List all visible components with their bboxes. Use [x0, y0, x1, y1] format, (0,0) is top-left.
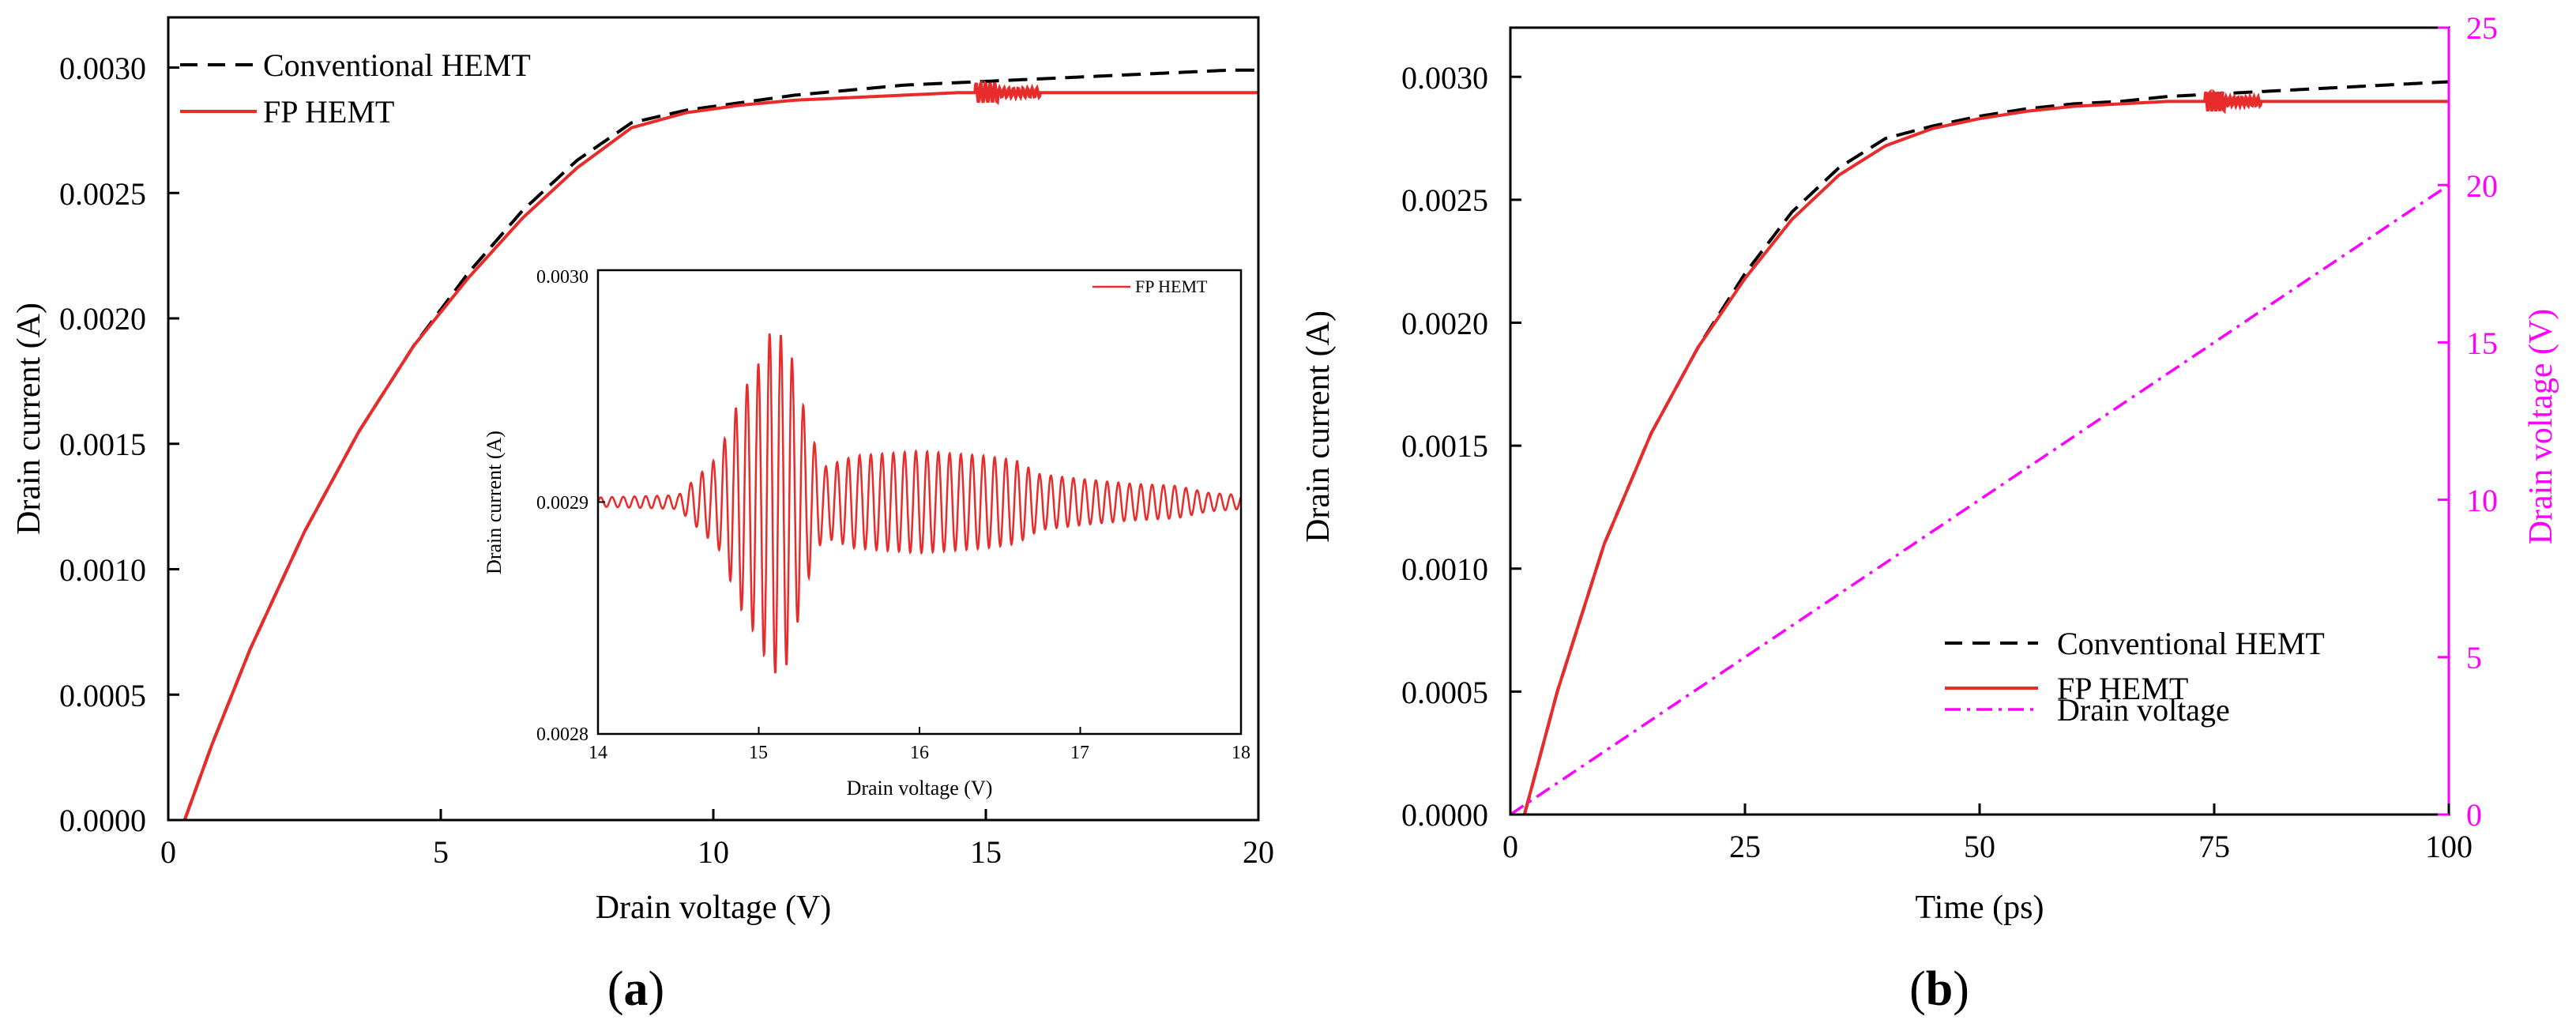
panel-b-label-letter: b — [1926, 962, 1953, 1016]
panel-b-ytick: 0.0010 — [1401, 551, 1488, 587]
panel-a-series — [182, 68, 1258, 821]
panel-a-xtick: 0 — [160, 834, 176, 870]
panel-a-ticks — [167, 66, 1260, 822]
panel-b-label: (b) — [1909, 962, 1969, 1016]
inset-ytick: 0.0030 — [536, 267, 589, 288]
panel-b-y2tick: 15 — [2466, 325, 2498, 361]
panel-b-xtick: 100 — [2425, 829, 2473, 864]
panel-b-xtick: 50 — [1964, 829, 1995, 864]
panel-b-ytick: 0.0025 — [1401, 182, 1488, 218]
panel-b-xtick: 0 — [1502, 829, 1518, 864]
inset-xlabel: Drain voltage (V) — [847, 777, 993, 800]
panel-b-xlabel: Time (ps) — [1916, 890, 2044, 926]
panel-b-y2label: Drain voltage (V) — [2523, 309, 2559, 545]
panel-a-label-letter: a — [624, 962, 649, 1016]
panel-a-ytick: 0.0010 — [59, 552, 146, 588]
panel-b-legend-label-fp: FP HEMT — [2057, 671, 2188, 706]
panel-b-line-fp — [1522, 88, 2449, 815]
panel-a-xtick: 10 — [698, 834, 729, 870]
panel-a-ytick: 0.0030 — [59, 51, 146, 86]
panel-b-y2tick: 25 — [2466, 10, 2498, 46]
panel-a-ytick: 0.0020 — [59, 301, 146, 337]
inset-xtick: 17 — [1070, 743, 1089, 763]
panel-b-ytick: 0.0000 — [1401, 797, 1488, 833]
inset-ylabel: Drain current (A) — [483, 431, 506, 574]
panel-b-series — [1509, 80, 2450, 816]
inset-line-fp — [596, 333, 1243, 674]
inset-xtick: 18 — [1232, 743, 1250, 763]
panel-a-xtick: 20 — [1243, 834, 1274, 870]
panel-b-legend-label-conventional: Conventional HEMT — [2057, 626, 2325, 661]
panel-b-y2tick: 20 — [2466, 168, 2498, 204]
panel-b: 0.0000 0.0005 0.0010 0.0015 0.0020 0.002… — [1300, 10, 2559, 1016]
panel-b-legend: Conventional HEMT FP HEMT Drain voltage — [1945, 626, 2325, 728]
inset-xtick: 15 — [749, 743, 768, 763]
panel-a-ytick: 0.0025 — [59, 176, 146, 212]
panel-a-line-fp — [182, 80, 1258, 821]
inset-ytick: 0.0029 — [536, 493, 589, 514]
panel-a-label: (a) — [607, 962, 664, 1016]
panel-a-legend-label-conventional: Conventional HEMT — [263, 47, 531, 83]
panel-b-xtick: 75 — [2198, 829, 2230, 864]
panel-b-y2tick: 10 — [2466, 483, 2498, 518]
panel-a: 0.0000 0.0005 0.0010 0.0015 0.0020 0.002… — [11, 16, 1274, 1016]
panel-a-ytick: 0.0005 — [59, 678, 146, 713]
inset-legend-label-fp: FP HEMT — [1135, 277, 1208, 296]
panel-a-xtick: 5 — [433, 834, 449, 870]
panel-b-ytick: 0.0020 — [1401, 306, 1488, 341]
inset-xtick: 16 — [910, 743, 929, 763]
panel-b-ytick: 0.0030 — [1401, 60, 1488, 96]
inset-xtick: 14 — [589, 743, 607, 763]
panel-b-y2tick: 5 — [2466, 640, 2482, 675]
panel-b-legend-label-voltage: Drain voltage — [2057, 692, 2230, 728]
panel-b-ytick: 0.0015 — [1401, 428, 1488, 464]
panel-b-ylabel: Drain current (A) — [1300, 310, 1337, 543]
panel-b-ticks — [1509, 26, 2450, 816]
panel-a-xlabel: Drain voltage (V) — [596, 890, 832, 926]
panel-a-ytick: 0.0015 — [59, 427, 146, 462]
panel-b-y2tick: 0 — [2466, 797, 2482, 833]
panel-b-ytick: 0.0005 — [1401, 675, 1488, 710]
panel-a-ytick: 0.0000 — [59, 803, 146, 838]
panel-a-inset: 0.0030 0.0029 0.0028 14 15 16 17 18 Drai… — [483, 267, 1250, 800]
panel-a-xtick: 15 — [970, 834, 1002, 870]
panel-a-legend: Conventional HEMT FP HEMT — [180, 47, 531, 130]
panel-a-ylabel: Drain current (A) — [11, 303, 47, 535]
panel-a-legend-label-fp: FP HEMT — [263, 94, 394, 130]
inset-ytick: 0.0028 — [536, 724, 589, 745]
panel-b-xtick: 25 — [1729, 829, 1761, 864]
